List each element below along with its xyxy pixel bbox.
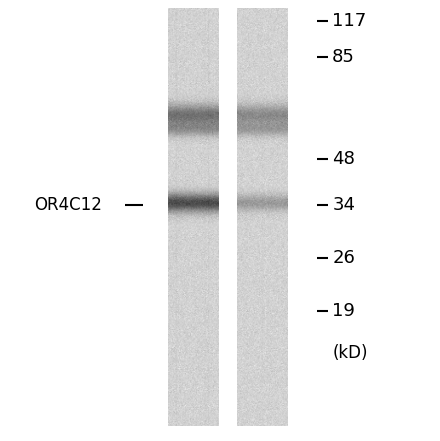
Text: 48: 48 (332, 150, 355, 168)
Text: 19: 19 (332, 302, 355, 320)
Text: 26: 26 (332, 249, 355, 267)
Text: OR4C12: OR4C12 (34, 196, 102, 214)
Text: 85: 85 (332, 49, 355, 66)
Text: 117: 117 (332, 12, 367, 30)
Text: (kD): (kD) (332, 344, 368, 362)
Text: 34: 34 (332, 196, 355, 214)
